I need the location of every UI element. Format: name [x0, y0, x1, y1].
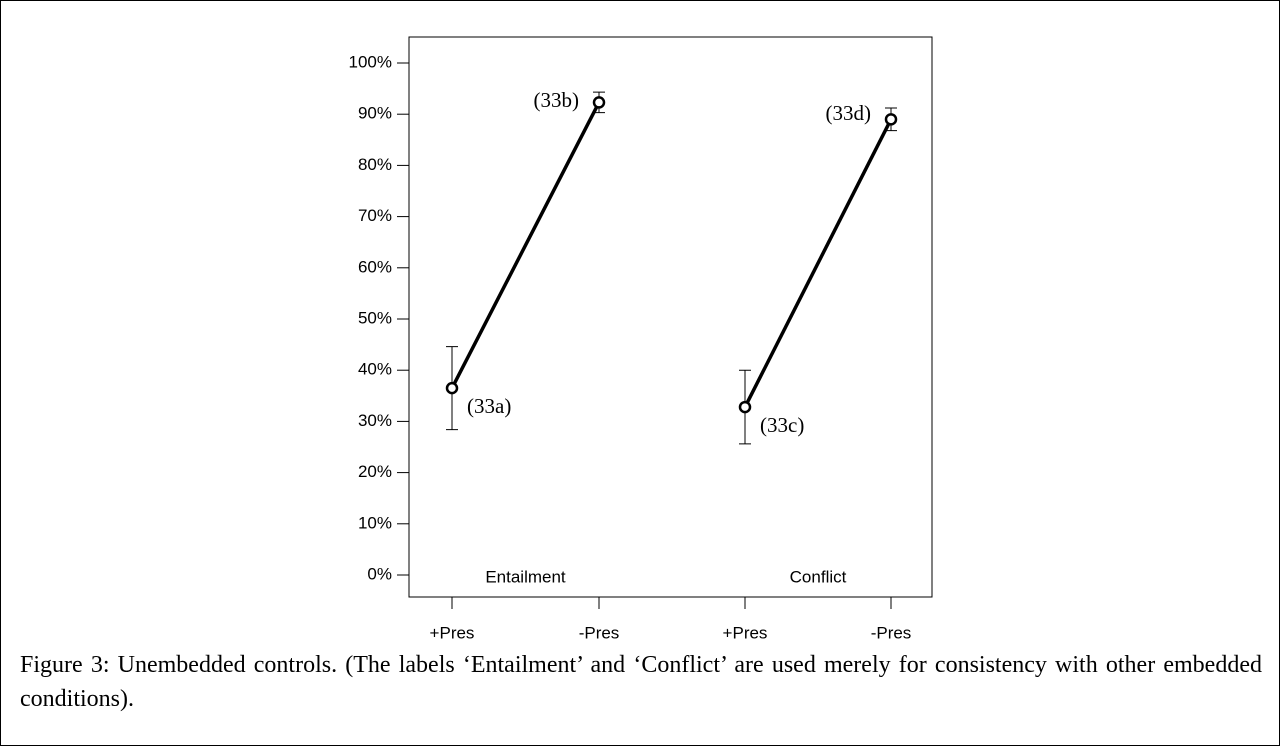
y-tick-label: 100%: [349, 52, 392, 71]
x-tick-label: -Pres: [579, 623, 620, 642]
point: [884, 113, 898, 126]
point-label: (33a): [467, 394, 511, 418]
point-label: (33c): [760, 413, 804, 437]
y-tick-label: 60%: [358, 257, 392, 276]
y-tick-label: 10%: [358, 513, 392, 532]
y-tick-label: 40%: [358, 360, 392, 379]
series-line: [743, 118, 893, 408]
point-label: (33b): [534, 88, 580, 112]
chart: 0% 10% 20% 30% 40% 50% 60% 70% 80% 90% 100% +Pres -P…: [349, 36, 933, 642]
group-label: Conflict: [790, 567, 847, 586]
x-tick-label: +Pres: [430, 623, 475, 642]
series-line: [450, 101, 601, 389]
point: [592, 96, 606, 109]
y-tick-label: 80%: [358, 155, 392, 174]
y-tick-label: 30%: [358, 411, 392, 430]
point-label: (33d): [826, 101, 872, 125]
x-tick-label: -Pres: [871, 623, 912, 642]
point: [738, 400, 752, 414]
point: [445, 381, 459, 395]
y-tick-label: 0%: [367, 564, 392, 583]
y-tick-label: 20%: [358, 462, 392, 481]
y-tick-label: 90%: [358, 104, 392, 123]
plot-box: [408, 36, 933, 598]
y-tick-label: 50%: [358, 308, 392, 327]
caption: Figure 3: Unembedded controls. (The labe…: [20, 652, 1262, 712]
x-tick-label: +Pres: [723, 623, 768, 642]
y-tick-label: 70%: [358, 206, 392, 225]
group-label: Entailment: [485, 567, 566, 586]
